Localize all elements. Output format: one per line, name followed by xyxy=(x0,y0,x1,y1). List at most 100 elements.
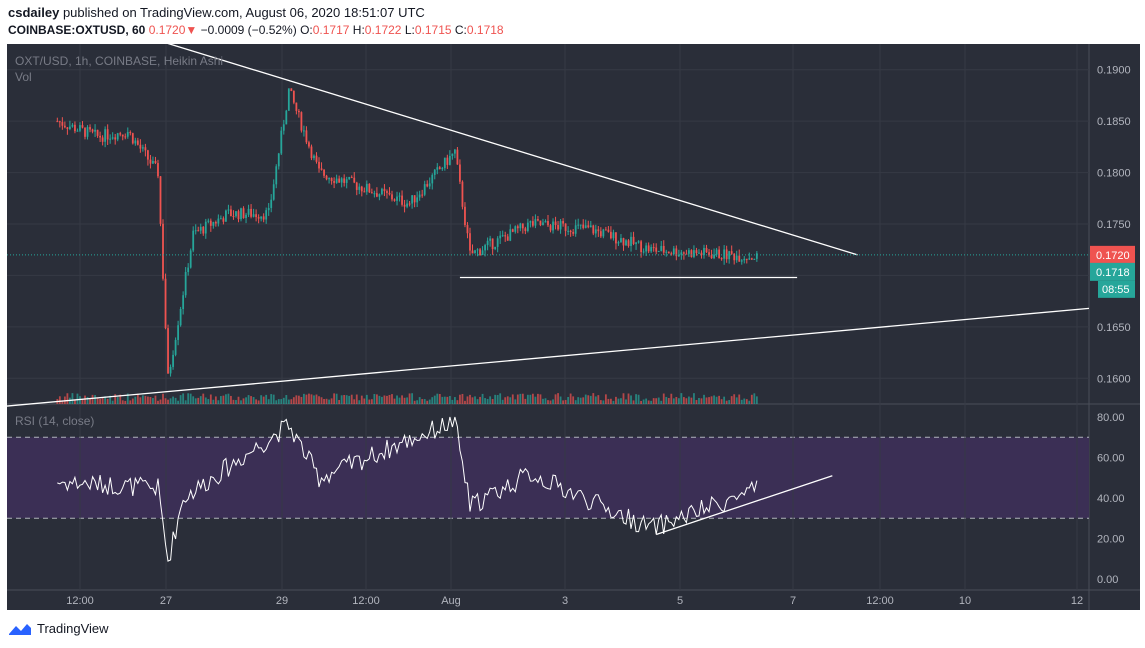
candle xyxy=(373,193,376,195)
volume-bar xyxy=(252,397,255,404)
candle xyxy=(557,225,559,230)
volume-bar xyxy=(577,397,580,404)
volume-bar xyxy=(179,395,182,404)
volume-label: Vol xyxy=(15,70,32,84)
volume-bar xyxy=(378,395,381,404)
candle xyxy=(144,147,147,151)
volume-bar xyxy=(144,395,147,404)
volume-bar xyxy=(109,395,112,404)
candle xyxy=(106,129,109,140)
volume-bar xyxy=(559,396,562,404)
candle xyxy=(677,254,680,257)
volume-bar xyxy=(214,396,217,404)
candle xyxy=(710,255,713,259)
last-price: 0.1720 xyxy=(148,23,186,37)
candle xyxy=(265,210,268,220)
candle xyxy=(368,183,371,193)
candle xyxy=(406,203,408,207)
volume-bar xyxy=(416,400,419,404)
volume-bar xyxy=(602,400,605,404)
candle xyxy=(750,258,753,260)
candle xyxy=(141,147,144,149)
volume-bar xyxy=(632,400,635,404)
volume-bar xyxy=(84,395,86,404)
candle xyxy=(572,231,575,234)
open-label: O: xyxy=(300,23,313,37)
volume-bar xyxy=(539,394,542,404)
volume-bar xyxy=(725,400,728,404)
candle xyxy=(177,325,180,340)
volume-bar xyxy=(340,395,343,404)
candle xyxy=(461,181,464,207)
candle xyxy=(184,271,187,296)
candle xyxy=(587,225,590,228)
candle xyxy=(748,258,751,260)
candle xyxy=(423,184,426,195)
candle xyxy=(79,125,81,131)
candle xyxy=(539,220,542,226)
volume-bar xyxy=(471,397,474,404)
candle xyxy=(660,245,663,251)
volume-bar xyxy=(554,394,557,404)
price-trendline xyxy=(6,307,1090,407)
volume-bar xyxy=(119,394,122,404)
volume-bar xyxy=(124,400,127,404)
candle xyxy=(642,251,645,253)
candle xyxy=(139,144,142,149)
candle xyxy=(431,174,434,184)
volume-bar xyxy=(720,399,723,404)
volume-bar xyxy=(715,396,718,404)
candle xyxy=(713,254,715,259)
volume-bar xyxy=(755,396,758,404)
volume-bar xyxy=(305,394,308,404)
candle xyxy=(471,250,474,254)
volume-bar xyxy=(474,396,476,404)
volume-bar xyxy=(247,395,250,404)
tradingview-logo-icon[interactable] xyxy=(8,622,32,636)
candle xyxy=(496,238,499,247)
candle xyxy=(99,135,102,138)
volume-bar xyxy=(280,399,283,404)
candle xyxy=(524,228,527,231)
volume-bar xyxy=(139,397,142,404)
candle xyxy=(164,278,167,329)
volume-bar xyxy=(350,394,353,404)
volume-bar xyxy=(496,395,499,404)
candle xyxy=(554,221,557,226)
candle xyxy=(162,223,164,279)
candle xyxy=(149,159,152,164)
candle xyxy=(56,121,59,123)
candle xyxy=(438,167,441,169)
candle xyxy=(204,221,207,234)
candle xyxy=(318,161,320,169)
volume-bar xyxy=(549,400,552,404)
volume-bar xyxy=(209,394,212,404)
author-name[interactable]: csdailey xyxy=(8,5,60,20)
candle xyxy=(247,208,250,215)
candle xyxy=(252,214,255,217)
candle xyxy=(126,132,129,137)
candle xyxy=(464,206,466,226)
change-value: −0.0009 (−0.52%) xyxy=(200,23,297,37)
brand-name[interactable]: TradingView xyxy=(37,621,109,636)
volume-bar xyxy=(587,395,590,404)
volume-bar xyxy=(149,396,152,404)
volume-bar xyxy=(396,395,398,404)
candle xyxy=(174,339,177,355)
volume-bar xyxy=(446,396,449,404)
volume-bar xyxy=(667,398,670,404)
candle xyxy=(652,247,655,249)
volume-bar xyxy=(589,395,592,404)
volume-bar xyxy=(260,395,263,404)
volume-bar xyxy=(219,396,222,404)
rsi-tick-label: 80.00 xyxy=(1097,412,1125,424)
candle xyxy=(730,251,733,254)
volume-bar xyxy=(625,399,627,404)
volume-bar xyxy=(66,393,69,404)
candle xyxy=(617,242,620,244)
rsi-pane-title: RSI (14, close) xyxy=(15,414,94,428)
candle xyxy=(66,127,69,129)
candle xyxy=(313,155,315,159)
volume-bar xyxy=(567,397,570,404)
open-value: 0.1717 xyxy=(312,23,350,37)
